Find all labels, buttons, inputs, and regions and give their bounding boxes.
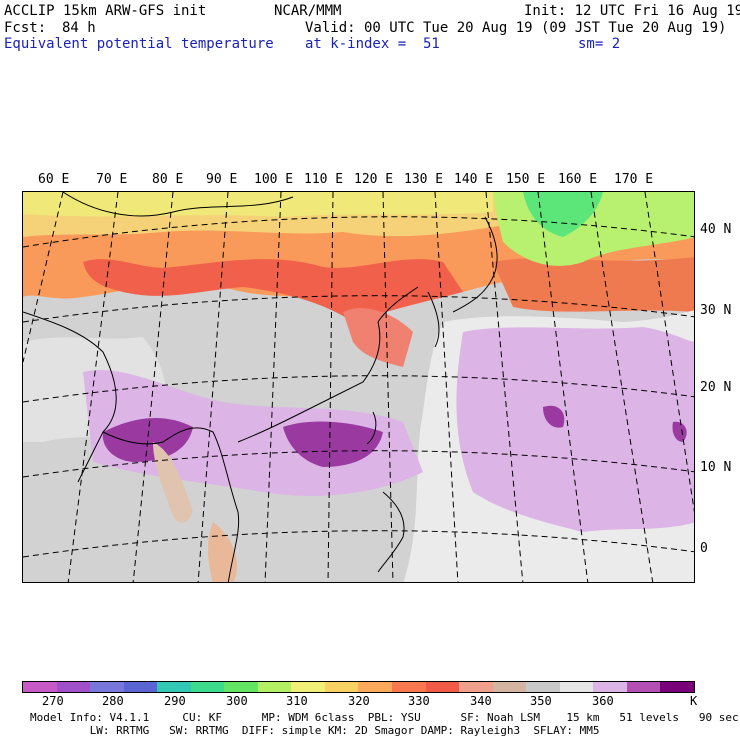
colorbar-label: 310	[286, 694, 308, 708]
colorbar-swatch	[526, 682, 560, 692]
lon-label: 60 E	[38, 172, 70, 187]
colorbar-label: 330	[408, 694, 430, 708]
colorbar-swatch	[257, 682, 292, 692]
smoothing-label: sm= 2	[578, 36, 621, 52]
model-title: ACCLIP 15km ARW-GFS init	[4, 3, 207, 19]
colorbar-swatch	[660, 682, 694, 692]
field-name: Equivalent potential temperature	[4, 36, 274, 52]
lat-label: 0	[700, 541, 708, 556]
colorbar-swatch	[392, 682, 426, 692]
colorbar-label: 340	[470, 694, 492, 708]
colorbar-label: 290	[164, 694, 186, 708]
colorbar-swatch	[56, 682, 91, 692]
lon-label: 110 E	[304, 172, 344, 187]
lon-label: 130 E	[404, 172, 444, 187]
lon-label: 90 E	[206, 172, 238, 187]
lon-label: 170 E	[614, 172, 654, 187]
colorbar-label: 270	[42, 694, 64, 708]
model-info-line2: LW: RRTMG SW: RRTMG DIFF: simple KM: 2D …	[30, 724, 600, 737]
center-label: NCAR/MMM	[274, 3, 342, 19]
lon-label: 120 E	[354, 172, 394, 187]
colorbar-swatch	[90, 682, 124, 692]
colorbar-label: 300	[226, 694, 248, 708]
map-panel	[22, 191, 695, 583]
lat-label: 40 N	[700, 222, 732, 237]
level-index: at k-index = 51	[305, 36, 440, 52]
colorbar-swatch	[358, 682, 393, 692]
colorbar-swatch	[23, 682, 57, 692]
colorbar-swatch	[324, 682, 359, 692]
colorbar-swatch	[492, 682, 527, 692]
lon-label: 100 E	[254, 172, 294, 187]
colorbar-label: 320	[348, 694, 370, 708]
colorbar-swatch	[626, 682, 661, 692]
colorbar-swatch	[559, 682, 594, 692]
lon-label: 160 E	[558, 172, 598, 187]
init-time: Init: 12 UTC Fri 16 Aug 19	[524, 3, 740, 19]
colorbar-label: 350	[530, 694, 552, 708]
colorbar-swatch	[459, 682, 493, 692]
colorbar-swatch	[291, 682, 325, 692]
lat-label: 10 N	[700, 460, 732, 475]
colorbar-unit: K	[690, 694, 698, 708]
lon-label: 80 E	[152, 172, 184, 187]
theta-e-field	[23, 192, 694, 582]
model-info-line1: Model Info: V4.1.1 CU: KF MP: WDM 6class…	[30, 711, 739, 724]
colorbar-swatch	[425, 682, 460, 692]
lon-label: 70 E	[96, 172, 128, 187]
colorbar-swatch	[224, 682, 258, 692]
colorbar	[22, 681, 695, 693]
colorbar-label: 280	[102, 694, 124, 708]
colorbar-swatch	[123, 682, 158, 692]
colorbar-label: 360	[592, 694, 614, 708]
lat-label: 20 N	[700, 380, 732, 395]
forecast-hour: 84 h	[62, 20, 96, 36]
lon-label: 150 E	[506, 172, 546, 187]
lat-label: 30 N	[700, 303, 732, 318]
valid-time: Valid: 00 UTC Tue 20 Aug 19 (09 JST Tue …	[305, 20, 727, 36]
colorbar-swatch	[190, 682, 225, 692]
lon-label: 140 E	[454, 172, 494, 187]
colorbar-swatch	[593, 682, 627, 692]
colorbar-swatch	[157, 682, 191, 692]
forecast-label: Fcst:	[4, 20, 47, 36]
